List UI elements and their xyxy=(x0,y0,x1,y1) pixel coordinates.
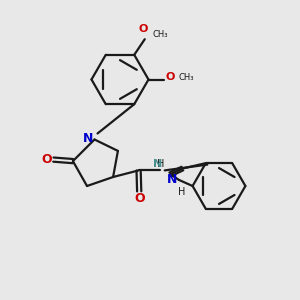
Text: N: N xyxy=(83,131,93,145)
Text: CH₃: CH₃ xyxy=(178,73,194,82)
Text: O: O xyxy=(41,152,52,166)
Text: CH₃: CH₃ xyxy=(153,30,168,39)
Text: O: O xyxy=(166,72,175,82)
Text: H: H xyxy=(178,187,185,196)
Text: H: H xyxy=(157,159,164,169)
Text: O: O xyxy=(139,24,148,34)
Text: N: N xyxy=(167,173,178,186)
Text: O: O xyxy=(134,191,145,205)
Text: N: N xyxy=(153,159,162,169)
